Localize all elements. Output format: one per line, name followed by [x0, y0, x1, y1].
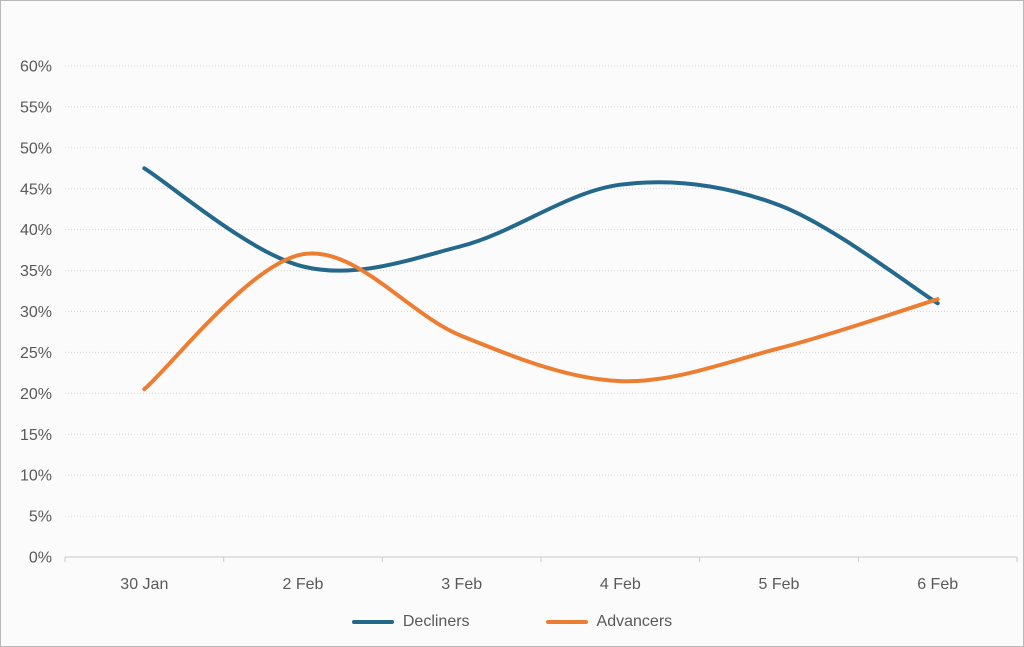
- x-axis-tick-label: 3 Feb: [441, 576, 482, 593]
- y-axis-tick-label: 60%: [20, 59, 52, 76]
- y-axis-tick-label: 20%: [20, 386, 52, 403]
- legend-item-decliners: Decliners: [351, 613, 470, 630]
- legend-label-advancers: Advancers: [596, 613, 673, 630]
- x-axis-tick-label: 6 Feb: [917, 576, 958, 593]
- y-axis-tick-label: 45%: [20, 181, 52, 198]
- series-line-decliners: [142, 166, 940, 306]
- y-axis-tick-label: 30%: [20, 304, 52, 321]
- y-axis-tick-label: 35%: [20, 263, 52, 280]
- legend-label-decliners: Decliners: [402, 613, 470, 630]
- series-line-advancers: [142, 251, 940, 392]
- y-axis-tick-label: 50%: [20, 140, 52, 157]
- x-axis-tick-label: 4 Feb: [600, 576, 641, 593]
- y-axis-tick-label: 5%: [29, 509, 52, 526]
- y-axis-tick-label: 25%: [20, 345, 52, 362]
- y-axis-tick-label: 40%: [20, 222, 52, 239]
- chart-legend: Decliners Advancers: [1, 608, 1023, 636]
- y-axis-tick-label: 10%: [20, 468, 52, 485]
- x-axis-tick-label: 5 Feb: [759, 576, 800, 593]
- y-axis-tick-label: 0%: [29, 550, 52, 567]
- x-axis-tick-label: 30 Jan: [120, 576, 168, 593]
- x-axis-tick-label: 2 Feb: [283, 576, 324, 593]
- y-axis-tick-label: 15%: [20, 427, 52, 444]
- legend-item-advancers: Advancers: [545, 613, 673, 630]
- y-axis-tick-label: 55%: [20, 99, 52, 116]
- advancers-line-swatch: [545, 620, 588, 624]
- decliners-line-swatch: [351, 620, 394, 624]
